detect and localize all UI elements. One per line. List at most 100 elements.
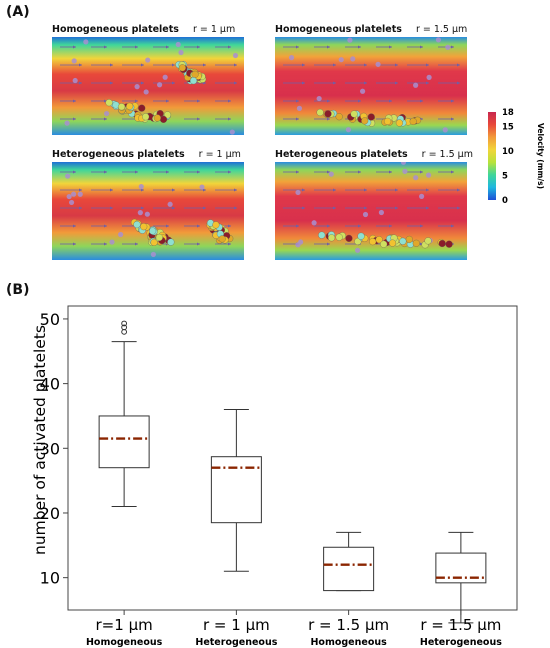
y-tick-label: 10 xyxy=(40,569,60,588)
adhered-platelet xyxy=(424,237,432,245)
flow-arrow-head xyxy=(358,224,361,228)
simulation-radius: r = 1 μm xyxy=(192,24,236,35)
adhered-platelet xyxy=(335,113,343,121)
flow-arrow-head xyxy=(141,206,144,210)
flow-arrow-head xyxy=(141,63,144,67)
x-tick-sublabel: Heterogeneous xyxy=(420,637,502,648)
flow-arrow-head xyxy=(135,99,138,103)
adhered-platelet xyxy=(159,115,168,123)
free-platelet xyxy=(413,175,419,181)
free-platelet xyxy=(419,193,425,199)
adhered-platelet xyxy=(361,117,369,125)
flow-arrow-head xyxy=(110,188,113,192)
flow-arrow-head xyxy=(104,170,107,174)
flow-arrow-head xyxy=(104,242,107,246)
simulation-title: Heterogeneous platelets r = 1 μm xyxy=(52,149,241,160)
adhered-platelet xyxy=(140,223,148,231)
y-tick-label: 20 xyxy=(40,504,60,523)
simulation-platelet-type: Homogeneous platelets xyxy=(52,24,179,35)
outlier-point xyxy=(121,320,128,327)
adhered-platelet xyxy=(354,237,362,245)
flow-arrow-head xyxy=(327,224,330,228)
flow-arrow-head xyxy=(327,242,330,246)
simulation-title: Homogeneous platelets r = 1 μm xyxy=(52,24,235,35)
free-platelet xyxy=(311,220,317,226)
free-platelet xyxy=(134,84,140,90)
free-platelet xyxy=(145,57,151,63)
flow-arrow-head xyxy=(234,63,237,67)
flow-arrow-head xyxy=(141,81,144,85)
free-platelet xyxy=(442,127,448,133)
flow-arrow-head xyxy=(364,63,367,67)
flow-arrow-head xyxy=(197,117,200,121)
simulation-radius: r = 1.5 μm xyxy=(415,24,468,35)
flow-arrow-head xyxy=(333,206,336,210)
free-platelet xyxy=(426,74,432,80)
flow-arrow-head xyxy=(141,188,144,192)
flow-arrow-head xyxy=(302,188,305,192)
flow-arrow-head xyxy=(426,63,429,67)
flow-arrow-head xyxy=(302,63,305,67)
adhered-platelet xyxy=(178,64,186,72)
flow-arrow-head xyxy=(110,63,113,67)
flow-arrow-head xyxy=(79,81,82,85)
flow-arrow-head xyxy=(228,224,231,228)
interquartile-box xyxy=(98,415,150,469)
free-platelet xyxy=(71,58,77,64)
free-platelet xyxy=(345,127,352,133)
free-platelet xyxy=(375,61,381,67)
flow-arrow-head xyxy=(296,224,299,228)
colorbar-tick-label: 0 xyxy=(502,196,508,206)
flow-arrow-head xyxy=(166,224,169,228)
flow-arrow-head xyxy=(333,188,336,192)
flow-arrow-head xyxy=(166,45,169,49)
free-platelet xyxy=(162,74,168,80)
simulation-velocity-field xyxy=(52,37,244,135)
free-platelet xyxy=(150,251,156,258)
free-platelet xyxy=(72,77,78,84)
flow-arrow-head xyxy=(104,224,107,228)
flow-arrow-head xyxy=(296,45,299,49)
box-4 xyxy=(435,531,487,624)
flow-arrow-head xyxy=(228,99,231,103)
adhered-platelet xyxy=(445,240,453,248)
free-platelet xyxy=(109,239,115,245)
free-platelet xyxy=(316,95,322,102)
flow-arrow-head xyxy=(358,170,361,174)
flow-arrow-head xyxy=(451,170,454,174)
colorbar-tick-label: 5 xyxy=(502,172,508,182)
adhered-platelet xyxy=(367,113,375,121)
free-platelet xyxy=(288,55,295,61)
free-platelet xyxy=(118,231,124,238)
flow-arrow-head xyxy=(327,45,330,49)
flow-arrow-head xyxy=(333,81,336,85)
free-platelet xyxy=(68,199,75,206)
free-platelet xyxy=(229,129,235,135)
free-platelet xyxy=(413,82,419,88)
colorbar-gradient xyxy=(488,112,496,200)
adhered-platelet xyxy=(167,238,175,246)
free-platelet xyxy=(338,57,344,63)
free-platelet xyxy=(359,88,366,94)
flow-arrow-head xyxy=(203,206,206,210)
free-platelet xyxy=(144,211,150,217)
adhered-platelet xyxy=(189,77,198,85)
free-platelet xyxy=(71,191,77,197)
adhered-platelet xyxy=(369,238,377,246)
flow-arrow-head xyxy=(302,81,305,85)
flow-arrow-head xyxy=(327,99,330,103)
flow-arrow-head xyxy=(395,63,398,67)
flow-arrow-head xyxy=(457,63,460,67)
interquartile-box xyxy=(323,546,375,592)
flow-arrow-head xyxy=(228,117,231,121)
adhered-platelet xyxy=(384,117,392,125)
free-platelet xyxy=(137,210,143,216)
flow-arrow-head xyxy=(135,170,138,174)
flow-arrow-head xyxy=(73,170,76,174)
free-platelet xyxy=(362,211,369,218)
colorbar-tick-label: 10 xyxy=(502,147,514,157)
simulation-title: Homogeneous platelets r = 1.5 μm xyxy=(275,24,467,35)
flow-arrow-head xyxy=(358,99,361,103)
flow-arrow-head xyxy=(389,45,392,49)
